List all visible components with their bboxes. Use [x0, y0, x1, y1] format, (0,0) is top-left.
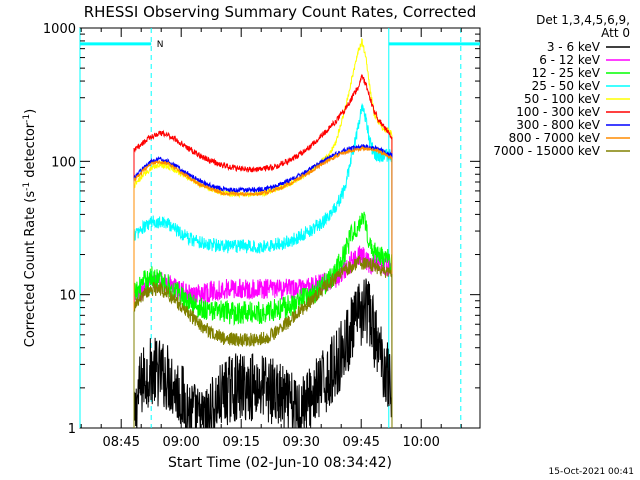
y-axis-label-end: )	[23, 109, 38, 114]
y-tick-label: 1	[68, 422, 76, 437]
legend-label: 7000 - 15000 keV	[493, 144, 600, 158]
y-tick-label: 100	[51, 155, 76, 170]
y-axis-label-sup1: -1	[22, 182, 32, 191]
series-lines	[133, 37, 393, 429]
legend-label: 100 - 300 keV	[516, 105, 600, 119]
legend-label: 50 - 100 keV	[524, 92, 601, 106]
series-line	[133, 254, 393, 429]
x-tick-label: 09:30	[282, 435, 319, 450]
legend-label: 12 - 25 keV	[532, 66, 601, 80]
y-axis-label-sup2: -1	[22, 114, 32, 123]
series-line	[133, 278, 393, 429]
y-tick-label: 1000	[43, 22, 76, 37]
y-axis-label: Corrected Count Rate (s-1 detector-1)	[22, 109, 38, 347]
legend-label: 300 - 800 keV	[516, 118, 600, 132]
series-line	[133, 145, 393, 429]
series-line	[133, 37, 393, 429]
x-tick-label: 09:00	[162, 435, 199, 450]
x-tick-label: 09:15	[222, 435, 259, 450]
legend-label: 6 - 12 keV	[539, 53, 601, 67]
x-tick-label: 09:45	[342, 435, 379, 450]
y-tick-label: 10	[59, 289, 76, 304]
series-line	[133, 103, 393, 429]
series-line	[133, 73, 393, 429]
saa-label: N	[157, 40, 164, 50]
chart-title: RHESSI Observing Summary Count Rates, Co…	[84, 3, 477, 21]
legend-header-line1: Det 1,3,4,5,6,9,	[536, 13, 630, 27]
legend-label: 3 - 6 keV	[547, 40, 601, 54]
y-axis-label-main: Corrected Count Rate (s	[23, 191, 38, 348]
axis-ticks: 08:45 09:00 09:15 09:30 09:45 10:00 1 10 100 1000	[43, 22, 480, 450]
x-tick-label: 08:45	[102, 435, 139, 450]
footer-date: 15-Oct-2021 00:41	[549, 467, 634, 477]
legend-label: 25 - 50 keV	[532, 79, 601, 93]
legend-header-line2: Att 0	[601, 26, 630, 40]
x-axis-label: Start Time (02-Jun-10 08:34:42)	[168, 455, 392, 471]
legend-label: 800 - 7000 keV	[509, 131, 601, 145]
x-tick-label: 10:00	[402, 435, 439, 450]
series-line	[133, 211, 393, 429]
y-axis-label-mid: detector	[23, 122, 38, 182]
